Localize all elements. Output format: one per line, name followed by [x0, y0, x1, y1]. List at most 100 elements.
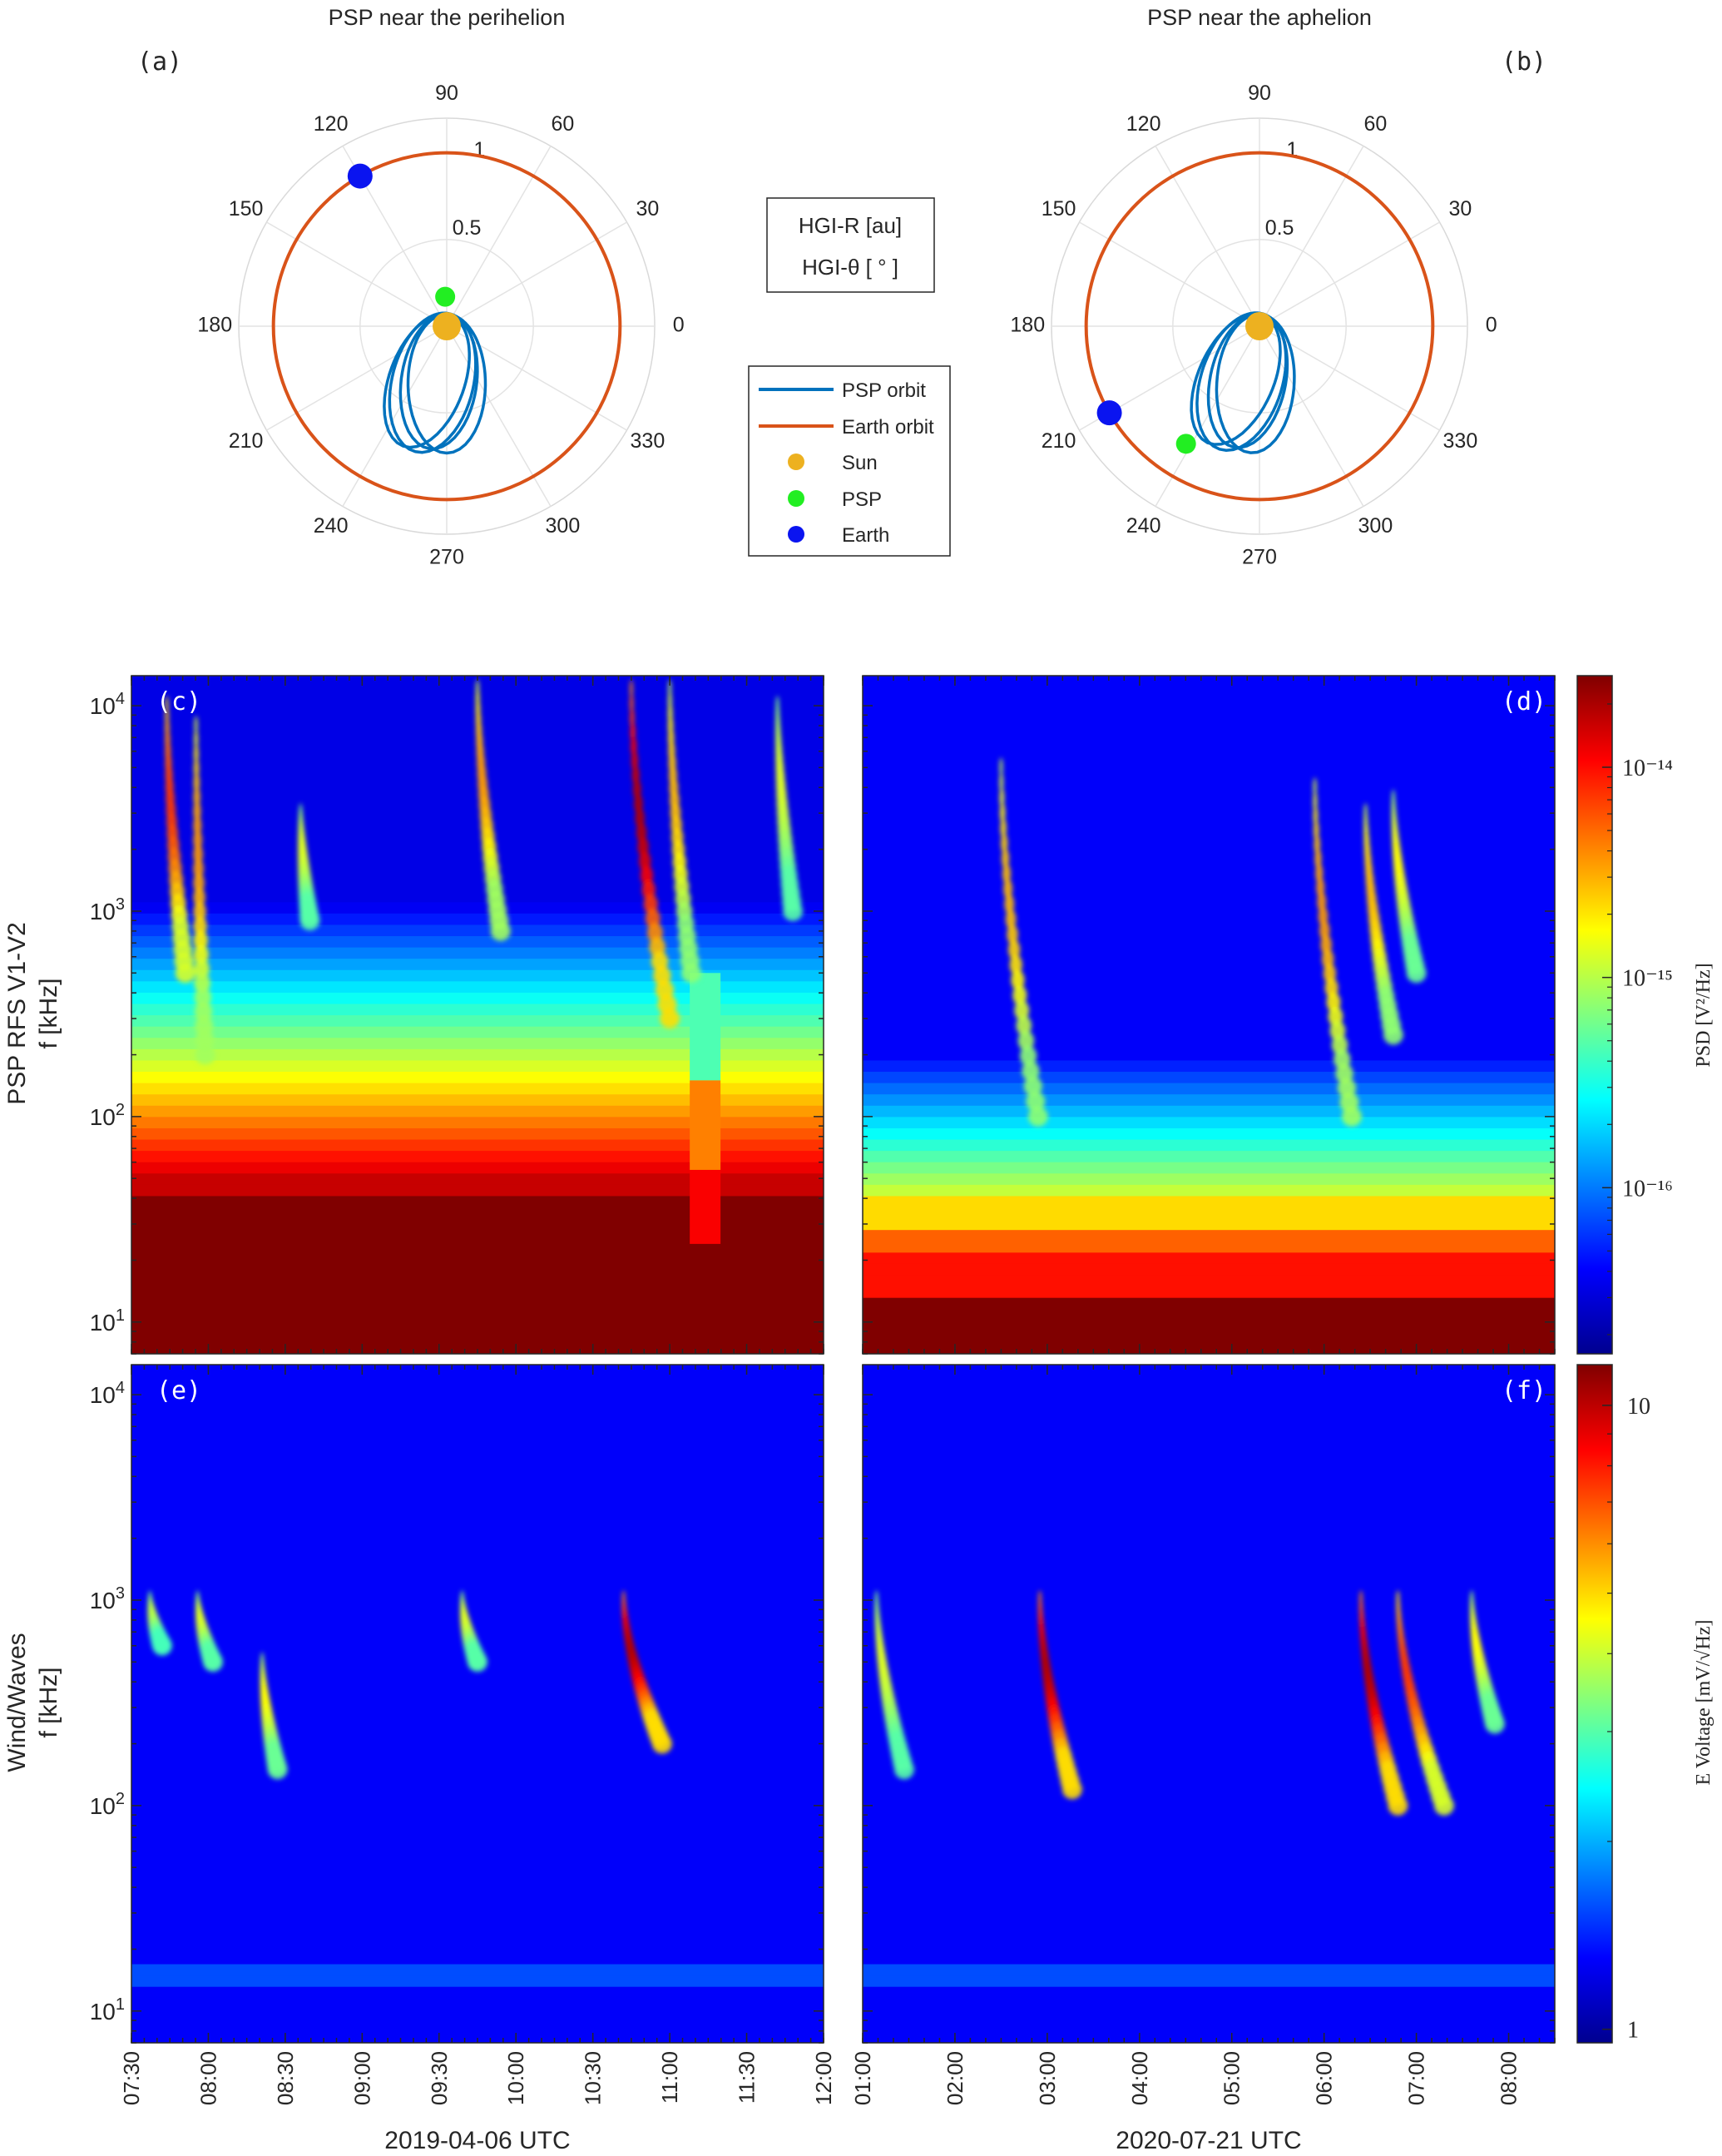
axis-d: [862, 675, 1556, 1355]
r-tick-0.5: 0.5: [1265, 216, 1294, 240]
burst-1-segment: [1022, 1061, 1040, 1082]
spectrum-band: [863, 1003, 1555, 1016]
burst-1-segment: [1023, 1076, 1042, 1097]
burst-2-segment: [193, 844, 204, 865]
spectrum-band: [863, 1556, 1555, 1569]
spectrum-band: [863, 969, 1555, 982]
spectrum-band: [131, 1218, 824, 1231]
spectrum-band: [131, 992, 824, 1004]
spectrum-band: [863, 777, 1555, 790]
spectrum-band: [863, 1963, 1555, 1976]
spectrum-band: [863, 1816, 1555, 1829]
spectrum-band: [131, 856, 824, 869]
theta-tick-60: 60: [1363, 112, 1387, 136]
spectrum-band: [131, 1523, 824, 1535]
x-tick-label: 09:00: [349, 2051, 374, 2105]
y-tick-label: 103: [90, 895, 125, 924]
spectrum-band: [131, 1138, 824, 1152]
burst-3-segment: [1383, 1024, 1403, 1045]
spectrum-band: [863, 1150, 1555, 1162]
spectrum-band: [863, 1048, 1555, 1061]
spectrum-band: [863, 1263, 1555, 1276]
spectrum-band: [863, 980, 1555, 993]
burst-1-segment: [999, 787, 1005, 808]
spectrum-band: [863, 1128, 1555, 1140]
polar-panel-a: PSP near the perihelion (a) 0 30 60 90 1…: [137, 5, 685, 568]
burst-1-segment: [999, 757, 1003, 778]
spectrum-band: [863, 1782, 1555, 1795]
spectrum-band: [863, 731, 1555, 745]
spectrum-band: [131, 1116, 824, 1128]
spectrum-band: [863, 1059, 1555, 1073]
x-tick-label: 02:00: [943, 2051, 967, 2105]
spectrum-band: [131, 1500, 824, 1513]
spectrum-band: [863, 788, 1555, 801]
spectrum-band: [131, 1669, 824, 1682]
spectrum-band: [863, 1896, 1555, 1908]
spectrum-band: [863, 811, 1555, 824]
spectrum-band: [131, 1737, 824, 1750]
burst-2-segment: [193, 859, 204, 879]
spectrum-band: [131, 1918, 824, 1930]
theta-tick-150: 150: [1042, 197, 1076, 221]
burst-1-segment: [1026, 1091, 1046, 1112]
spectrum-band: [131, 947, 824, 959]
theta-tick-270: 270: [1242, 545, 1277, 568]
burst-1-segment: [1019, 1046, 1037, 1066]
burst-1-segment: [1016, 1015, 1032, 1036]
spectrum-band: [863, 1602, 1555, 1614]
spectrum-band: [131, 1308, 824, 1321]
spectrum-band: [863, 1274, 1555, 1287]
spectrum-band: [131, 879, 824, 891]
spectrum-band: [131, 1466, 824, 1479]
spectrum-band: [863, 1251, 1555, 1264]
spectrum-band: [131, 1805, 824, 1817]
spectrum-band: [131, 1387, 824, 1400]
earth-marker: [1096, 400, 1122, 426]
panel-f-label: (f): [1502, 1376, 1546, 1405]
spectrum-band: [863, 1873, 1555, 1886]
burst-1-segment: [999, 803, 1006, 823]
spectrum-band: [131, 1760, 824, 1772]
spectrum-band: [863, 1477, 1555, 1490]
spectrum-band: [863, 1918, 1555, 1930]
x-tick-label: 07:00: [1404, 2051, 1429, 2105]
spectrum-band: [863, 1093, 1555, 1106]
burst-5-segment: [1484, 1713, 1505, 1734]
spectrum-band: [863, 1805, 1555, 1817]
burst-2-segment: [194, 716, 198, 736]
spectrum-band: [863, 1162, 1555, 1174]
spectrum-band: [863, 1715, 1555, 1727]
spectrum-band: [863, 1308, 1555, 1321]
y-tick-label: 103: [90, 1584, 125, 1613]
burst-1-segment: [1003, 879, 1013, 900]
colorbar-psd-label: PSD [V²/Hz]: [1693, 963, 1715, 1067]
spectrum-band: [863, 1387, 1555, 1400]
legend-sun-label: Sun: [842, 452, 878, 474]
x-tick-label: 08:30: [273, 2051, 298, 2105]
theta-tick-240: 240: [314, 514, 349, 538]
panel-a-title: PSP near the perihelion: [329, 5, 566, 30]
spectrum-band: [131, 1873, 824, 1886]
burst-1-segment: [1027, 1106, 1048, 1127]
spectrum-band: [131, 935, 824, 948]
spectrum-band: [131, 913, 824, 925]
spectrum-band: [131, 1681, 824, 1693]
spectrum-band: [863, 1760, 1555, 1772]
panel-c-label: (c): [156, 687, 201, 716]
sun-marker: [1245, 312, 1274, 340]
spectrum-band: [863, 1839, 1555, 1851]
spectrum-band: [863, 1229, 1555, 1242]
theta-tick-180: 180: [197, 314, 232, 337]
spectrum-band: [131, 1794, 824, 1807]
axis-f: 01:00 02:00 03:00 04:00 05:00 06:00 07:00 08:00: [850, 1364, 1556, 2105]
spectrum-band: [863, 913, 1555, 925]
panel-b-title: PSP near the aphelion: [1147, 5, 1372, 30]
spectrum-band: [131, 1184, 824, 1197]
spectrum-band: [131, 1263, 824, 1276]
burst-1-segment: [1007, 924, 1018, 944]
spectrum-band: [131, 1726, 824, 1738]
burst-5-segment: [651, 1733, 672, 1754]
spectrum-band: [863, 766, 1555, 778]
spectrum-band: [863, 2020, 1555, 2033]
